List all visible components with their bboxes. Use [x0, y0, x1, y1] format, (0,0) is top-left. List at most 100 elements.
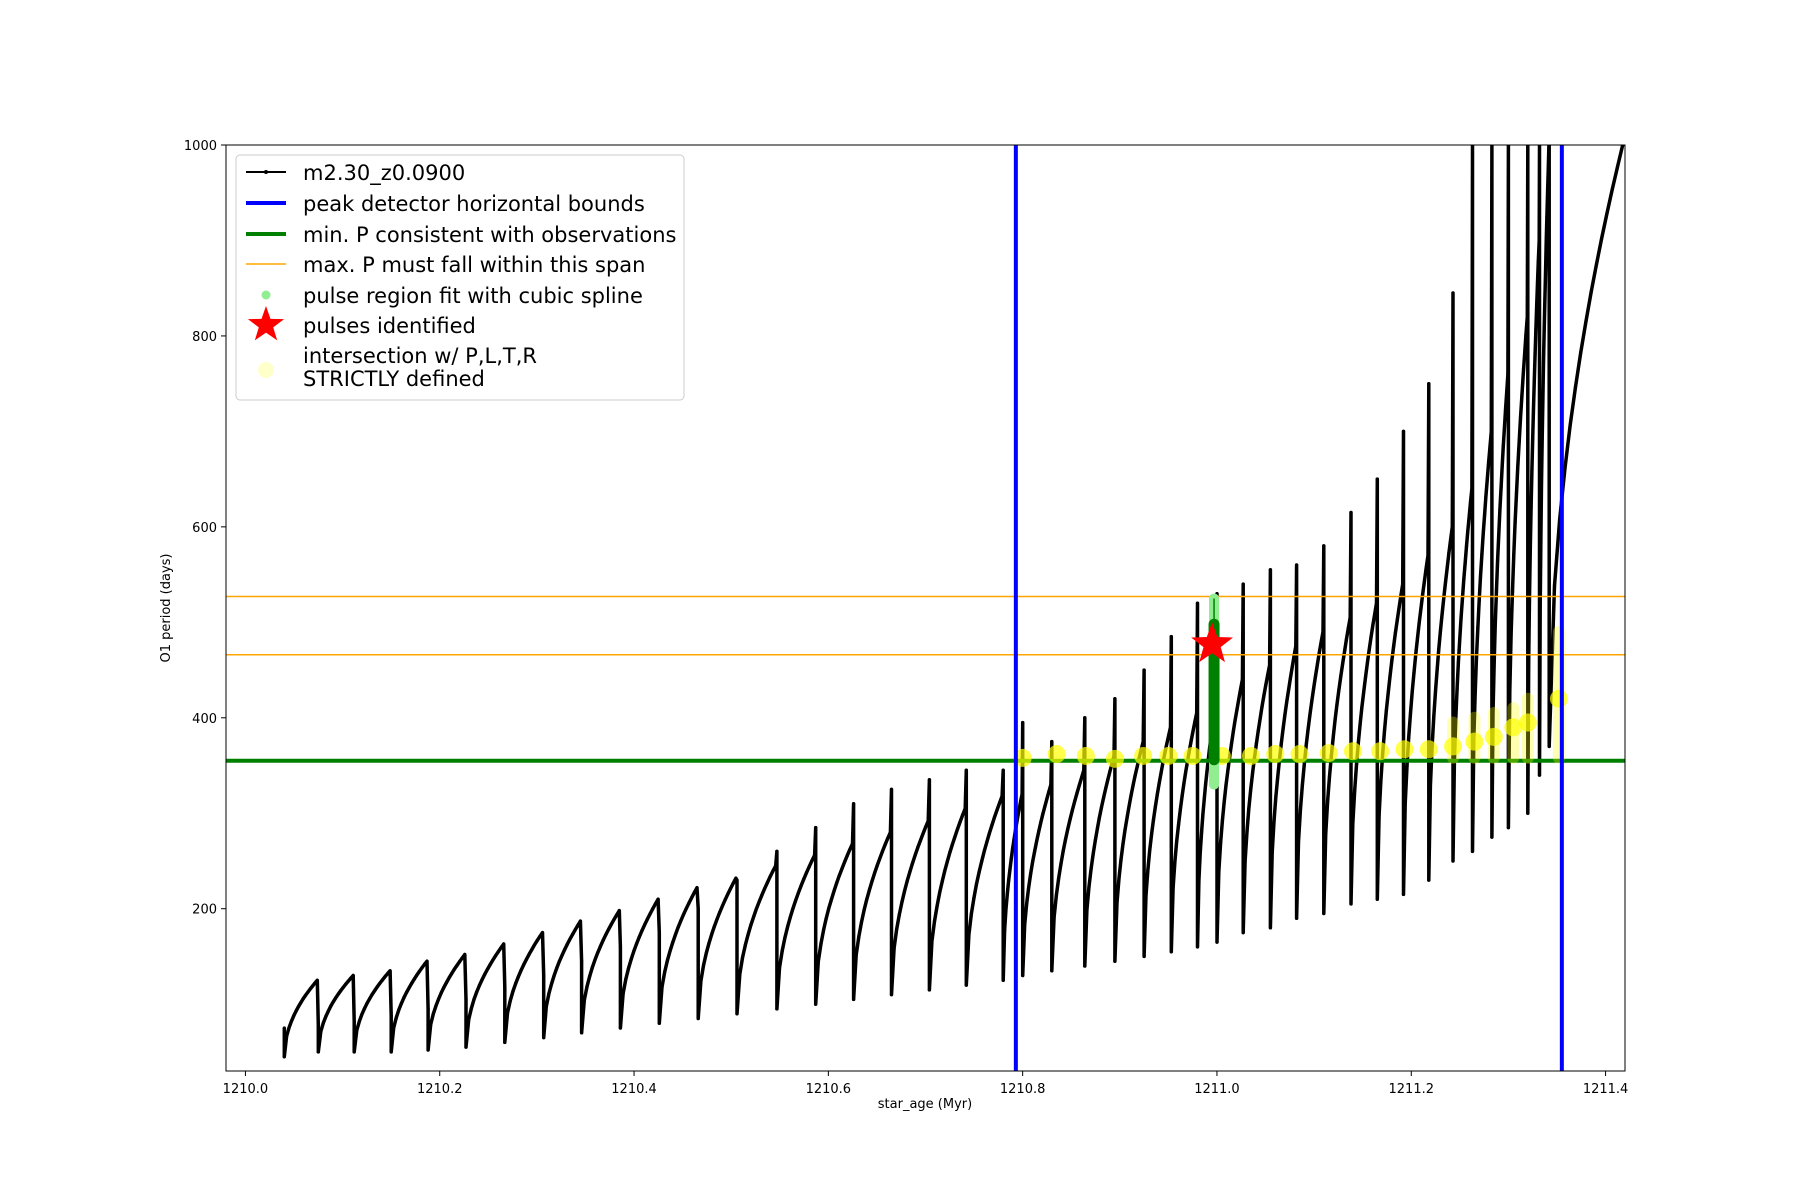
- series-point-main: [352, 1019, 356, 1024]
- series-point-main: [1374, 601, 1379, 605]
- series-point-main: [1537, 773, 1542, 777]
- series-point-main: [442, 985, 446, 990]
- series-point-main: [519, 968, 523, 973]
- series-point-main: [910, 861, 915, 865]
- series-point-main: [1290, 665, 1294, 669]
- series-point-main: [1091, 852, 1095, 856]
- series-point-main: [1390, 659, 1394, 663]
- series-point-main: [434, 1004, 438, 1008]
- series-point-main: [1276, 775, 1280, 779]
- series-point-main: [508, 999, 512, 1003]
- series-point-main: [1483, 513, 1487, 517]
- series-point-main: [296, 1005, 300, 1009]
- series-point-main: [948, 851, 952, 855]
- series-point-main: [1319, 640, 1323, 644]
- series-point-main: [1141, 740, 1145, 744]
- series-point-main: [1432, 715, 1436, 719]
- series-point-main: [916, 846, 920, 850]
- series-point-main: [794, 898, 798, 902]
- series-point-main: [1312, 687, 1316, 691]
- series-point-main: [1239, 687, 1243, 691]
- series-point-main: [723, 898, 727, 902]
- series-point-main: [1476, 625, 1480, 629]
- series-point-main: [1492, 660, 1496, 664]
- series-point-main: [580, 959, 584, 963]
- series-point-main: [743, 943, 747, 947]
- series-point-main: [1421, 592, 1425, 596]
- series-point-main: [1358, 722, 1362, 726]
- series-point-main: [1447, 551, 1451, 555]
- series-point-main: [731, 881, 735, 885]
- intersection-point: [1484, 727, 1503, 746]
- series-point-main: [814, 826, 818, 830]
- series-point-main: [285, 1034, 289, 1038]
- series-point-main: [1274, 795, 1278, 800]
- series-point-main: [1004, 908, 1008, 912]
- series-point-main: [1285, 700, 1289, 704]
- series-point-main: [1266, 673, 1270, 677]
- series-point-main: [1538, 605, 1542, 609]
- series-point-main: [1539, 481, 1544, 485]
- series-point-main: [832, 889, 836, 893]
- series-point-main: [687, 901, 691, 905]
- series-point-main: [990, 823, 994, 827]
- series-point-main: [1191, 729, 1195, 733]
- series-point-main: [399, 1001, 403, 1006]
- series-point-main: [1513, 520, 1517, 524]
- series-point-main: [437, 997, 441, 1001]
- series-point-main: [1528, 546, 1532, 550]
- x-tick-label: 1210.0: [223, 1082, 269, 1097]
- series-point-main: [1535, 303, 1539, 308]
- series-point-main: [412, 977, 416, 981]
- series-point-main: [1438, 628, 1443, 632]
- series-point-main: [777, 966, 782, 970]
- series-point-main: [870, 879, 874, 883]
- series-point-main: [477, 983, 481, 988]
- series-point-main: [895, 927, 899, 931]
- series-point-main: [1322, 544, 1326, 548]
- series-point-main: [854, 953, 858, 957]
- series-point-main: [1369, 635, 1373, 640]
- series-point-main: [1541, 396, 1545, 401]
- series-point-main: [1025, 901, 1029, 906]
- series-point-main: [617, 909, 621, 913]
- series-point-main: [1063, 837, 1068, 842]
- series-point-main: [505, 1011, 510, 1015]
- series-point-main: [987, 831, 991, 836]
- series-point-main: [582, 998, 586, 1002]
- series-point-main: [1085, 908, 1089, 912]
- series-point-main: [1243, 859, 1247, 863]
- series-point-main: [618, 1026, 623, 1030]
- series-point-main: [1412, 670, 1416, 675]
- series-point-main: [346, 979, 350, 983]
- series-point-main: [1264, 683, 1268, 687]
- series-point-main: [799, 884, 803, 888]
- series-point-main: [1348, 615, 1352, 620]
- intersection-point: [1266, 745, 1285, 764]
- series-point-main: [547, 992, 551, 996]
- series-point-main: [511, 989, 515, 994]
- series-point-main: [351, 973, 355, 978]
- series-point-main: [1249, 788, 1253, 792]
- series-point-main: [1113, 959, 1117, 963]
- series-point-main: [735, 878, 739, 882]
- series-point-main: [653, 902, 658, 906]
- series-point-main: [1200, 830, 1204, 834]
- series-point-main: [1353, 788, 1357, 792]
- series-point-main: [580, 1031, 584, 1035]
- series-point-main: [637, 935, 641, 939]
- series-point-main: [1258, 716, 1262, 720]
- series-point-main: [1240, 678, 1244, 682]
- series-point-main: [1539, 535, 1543, 539]
- series-point-main: [862, 908, 866, 912]
- legend-marker-yellow-circle: [258, 362, 274, 378]
- series-point-main: [1573, 385, 1578, 389]
- series-point-main: [1168, 725, 1173, 729]
- series-point-main: [1033, 848, 1037, 853]
- series-point-main: [760, 893, 764, 897]
- series-point-main: [1523, 353, 1527, 357]
- series-point-main: [1059, 862, 1063, 866]
- series-line-main: [282, 145, 1625, 1059]
- series-point-main: [684, 907, 688, 911]
- series-point-main: [1395, 618, 1399, 622]
